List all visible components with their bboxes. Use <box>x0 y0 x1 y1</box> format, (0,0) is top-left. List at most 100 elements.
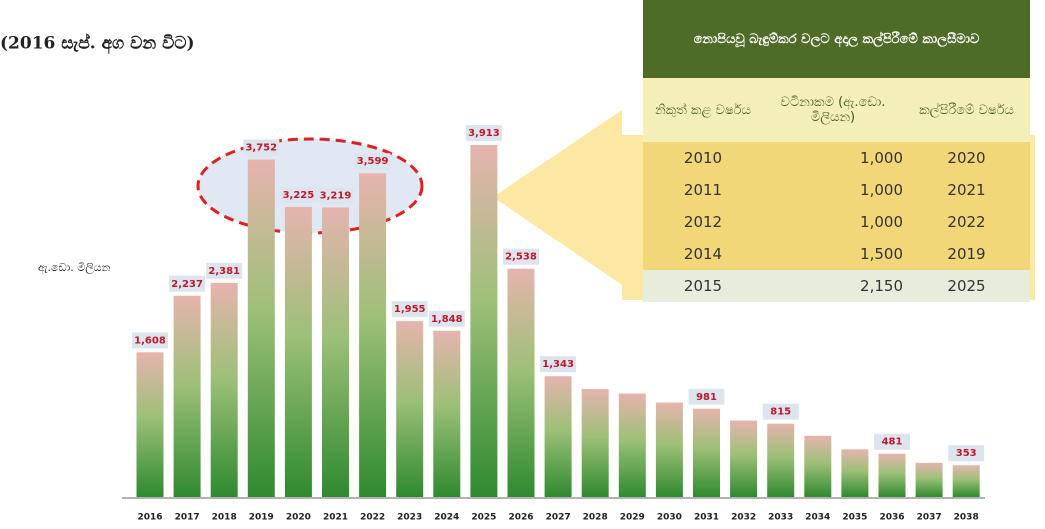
value-label-bg <box>503 248 539 265</box>
value-label: 1,955 <box>394 304 426 315</box>
x-tick-label: 2030 <box>657 513 682 523</box>
value-label-bg <box>354 153 391 170</box>
table-row: 2014 1,500 2019 <box>643 238 1030 270</box>
value-label: 2,381 <box>208 266 240 277</box>
value-label-bg <box>206 262 243 279</box>
table-cell: 2020 <box>947 149 986 167</box>
chart-title: (2016 සැප්. අග වන විට) <box>0 32 195 54</box>
x-tick-label: 2018 <box>212 513 237 523</box>
x-tick-label: 2036 <box>879 513 904 523</box>
x-tick-label: 2037 <box>917 513 942 523</box>
bar <box>136 352 164 497</box>
value-label-bg <box>874 433 910 450</box>
value-label-bg <box>948 445 985 462</box>
value-label-bg <box>688 388 725 405</box>
y-axis-label: ඇ.ඩො. මිලියන <box>38 261 111 275</box>
x-tick-label: 2024 <box>434 513 459 523</box>
value-label: 3,913 <box>468 128 500 139</box>
value-label-bg <box>243 139 280 156</box>
bar <box>655 402 683 497</box>
bar <box>359 173 387 498</box>
bar <box>544 376 572 497</box>
x-tick-label: 2034 <box>805 513 830 523</box>
x-tick-label: 2021 <box>323 513 348 523</box>
value-label: 3,225 <box>283 190 315 201</box>
table-cell: 2012 <box>683 213 723 231</box>
bar <box>470 145 498 497</box>
header-cell: කල්පිරීමේ වර්ෂය <box>919 102 1014 118</box>
x-tick-label: 2026 <box>508 513 533 523</box>
table-row: 2015 2,150 2025 <box>643 270 1030 302</box>
table-cell: 2022 <box>947 213 986 231</box>
value-label-bg <box>540 356 577 373</box>
x-tick-label: 2028 <box>583 513 608 523</box>
value-label: 1,848 <box>431 314 463 325</box>
value-label-bg <box>762 403 799 420</box>
table-cell: 1,000 <box>860 213 903 231</box>
bar <box>173 295 201 497</box>
value-label: 1,608 <box>134 335 166 346</box>
value-label-bg <box>169 275 206 292</box>
bar <box>581 389 609 497</box>
bar <box>322 207 349 497</box>
bar <box>247 159 275 497</box>
x-tick-label: 2035 <box>842 513 867 523</box>
bar <box>804 435 832 497</box>
bar <box>433 330 461 497</box>
table-cell: 2019 <box>947 245 986 263</box>
value-label: 3,219 <box>320 190 352 201</box>
table-cell: 1,000 <box>860 149 903 167</box>
value-label: 1,343 <box>542 359 574 370</box>
table-cell: 2021 <box>947 181 986 199</box>
value-label: 353 <box>956 448 977 459</box>
x-tick-label: 2038 <box>954 513 979 523</box>
x-tick-label: 2029 <box>620 513 645 523</box>
value-label: 2,538 <box>505 252 537 263</box>
table-cell: 2011 <box>683 181 723 199</box>
bar <box>730 420 758 497</box>
bar <box>767 423 795 497</box>
table-row: 2010 1,000 2020 <box>643 142 1030 174</box>
table-cell: 2014 <box>683 245 723 263</box>
header-cell: නිකුත් කළ වර්ෂය <box>655 102 751 118</box>
bar <box>507 268 535 497</box>
x-tick-label: 2025 <box>471 513 496 523</box>
value-label-bg <box>280 186 317 203</box>
table-header: නිකුත් කළ වර්ෂය වටිනාකම (ඇ.ඩො. මිලියන) ක… <box>643 78 1030 142</box>
table-cell: 2010 <box>683 149 723 167</box>
bar <box>396 321 424 497</box>
x-tick-label: 2016 <box>137 513 162 523</box>
value-label-bg <box>317 187 354 204</box>
value-label: 3,752 <box>245 142 277 153</box>
value-label-bg <box>391 301 428 318</box>
bar <box>693 408 720 497</box>
value-label: 2,237 <box>171 279 203 290</box>
bar <box>284 206 312 497</box>
value-label-bg <box>465 125 502 141</box>
value-label: 981 <box>696 392 717 403</box>
x-tick-label: 2032 <box>731 513 756 523</box>
value-label: 481 <box>882 437 903 448</box>
bar <box>841 449 869 497</box>
bond-table: නොපියවූ බැඳුම්කර වලට අදාල කල්පිරීමේ කාලස… <box>643 0 1030 302</box>
x-tick-label: 2020 <box>286 513 311 523</box>
x-tick-label: 2027 <box>546 513 571 523</box>
table-cell: 2025 <box>947 277 986 295</box>
x-tick-label: 2023 <box>397 513 422 523</box>
table-cell: 2015 <box>683 277 723 295</box>
value-label: 815 <box>770 407 791 418</box>
table-cell: 1,500 <box>860 245 903 263</box>
x-tick-label: 2019 <box>249 513 274 523</box>
table-title: නොපියවූ බැඳුම්කර වලට අදාල කල්පිරීමේ කාලස… <box>643 0 1030 78</box>
value-label: 3,599 <box>357 156 389 167</box>
bar <box>952 465 980 497</box>
x-tick-label: 2033 <box>768 513 793 523</box>
bar <box>878 453 906 497</box>
bar <box>915 462 943 497</box>
table-cell: 1,000 <box>860 181 903 199</box>
x-tick-label: 2017 <box>175 513 200 523</box>
value-label-bg <box>428 310 465 327</box>
x-tick-label: 2022 <box>360 513 385 523</box>
bar <box>210 282 238 497</box>
